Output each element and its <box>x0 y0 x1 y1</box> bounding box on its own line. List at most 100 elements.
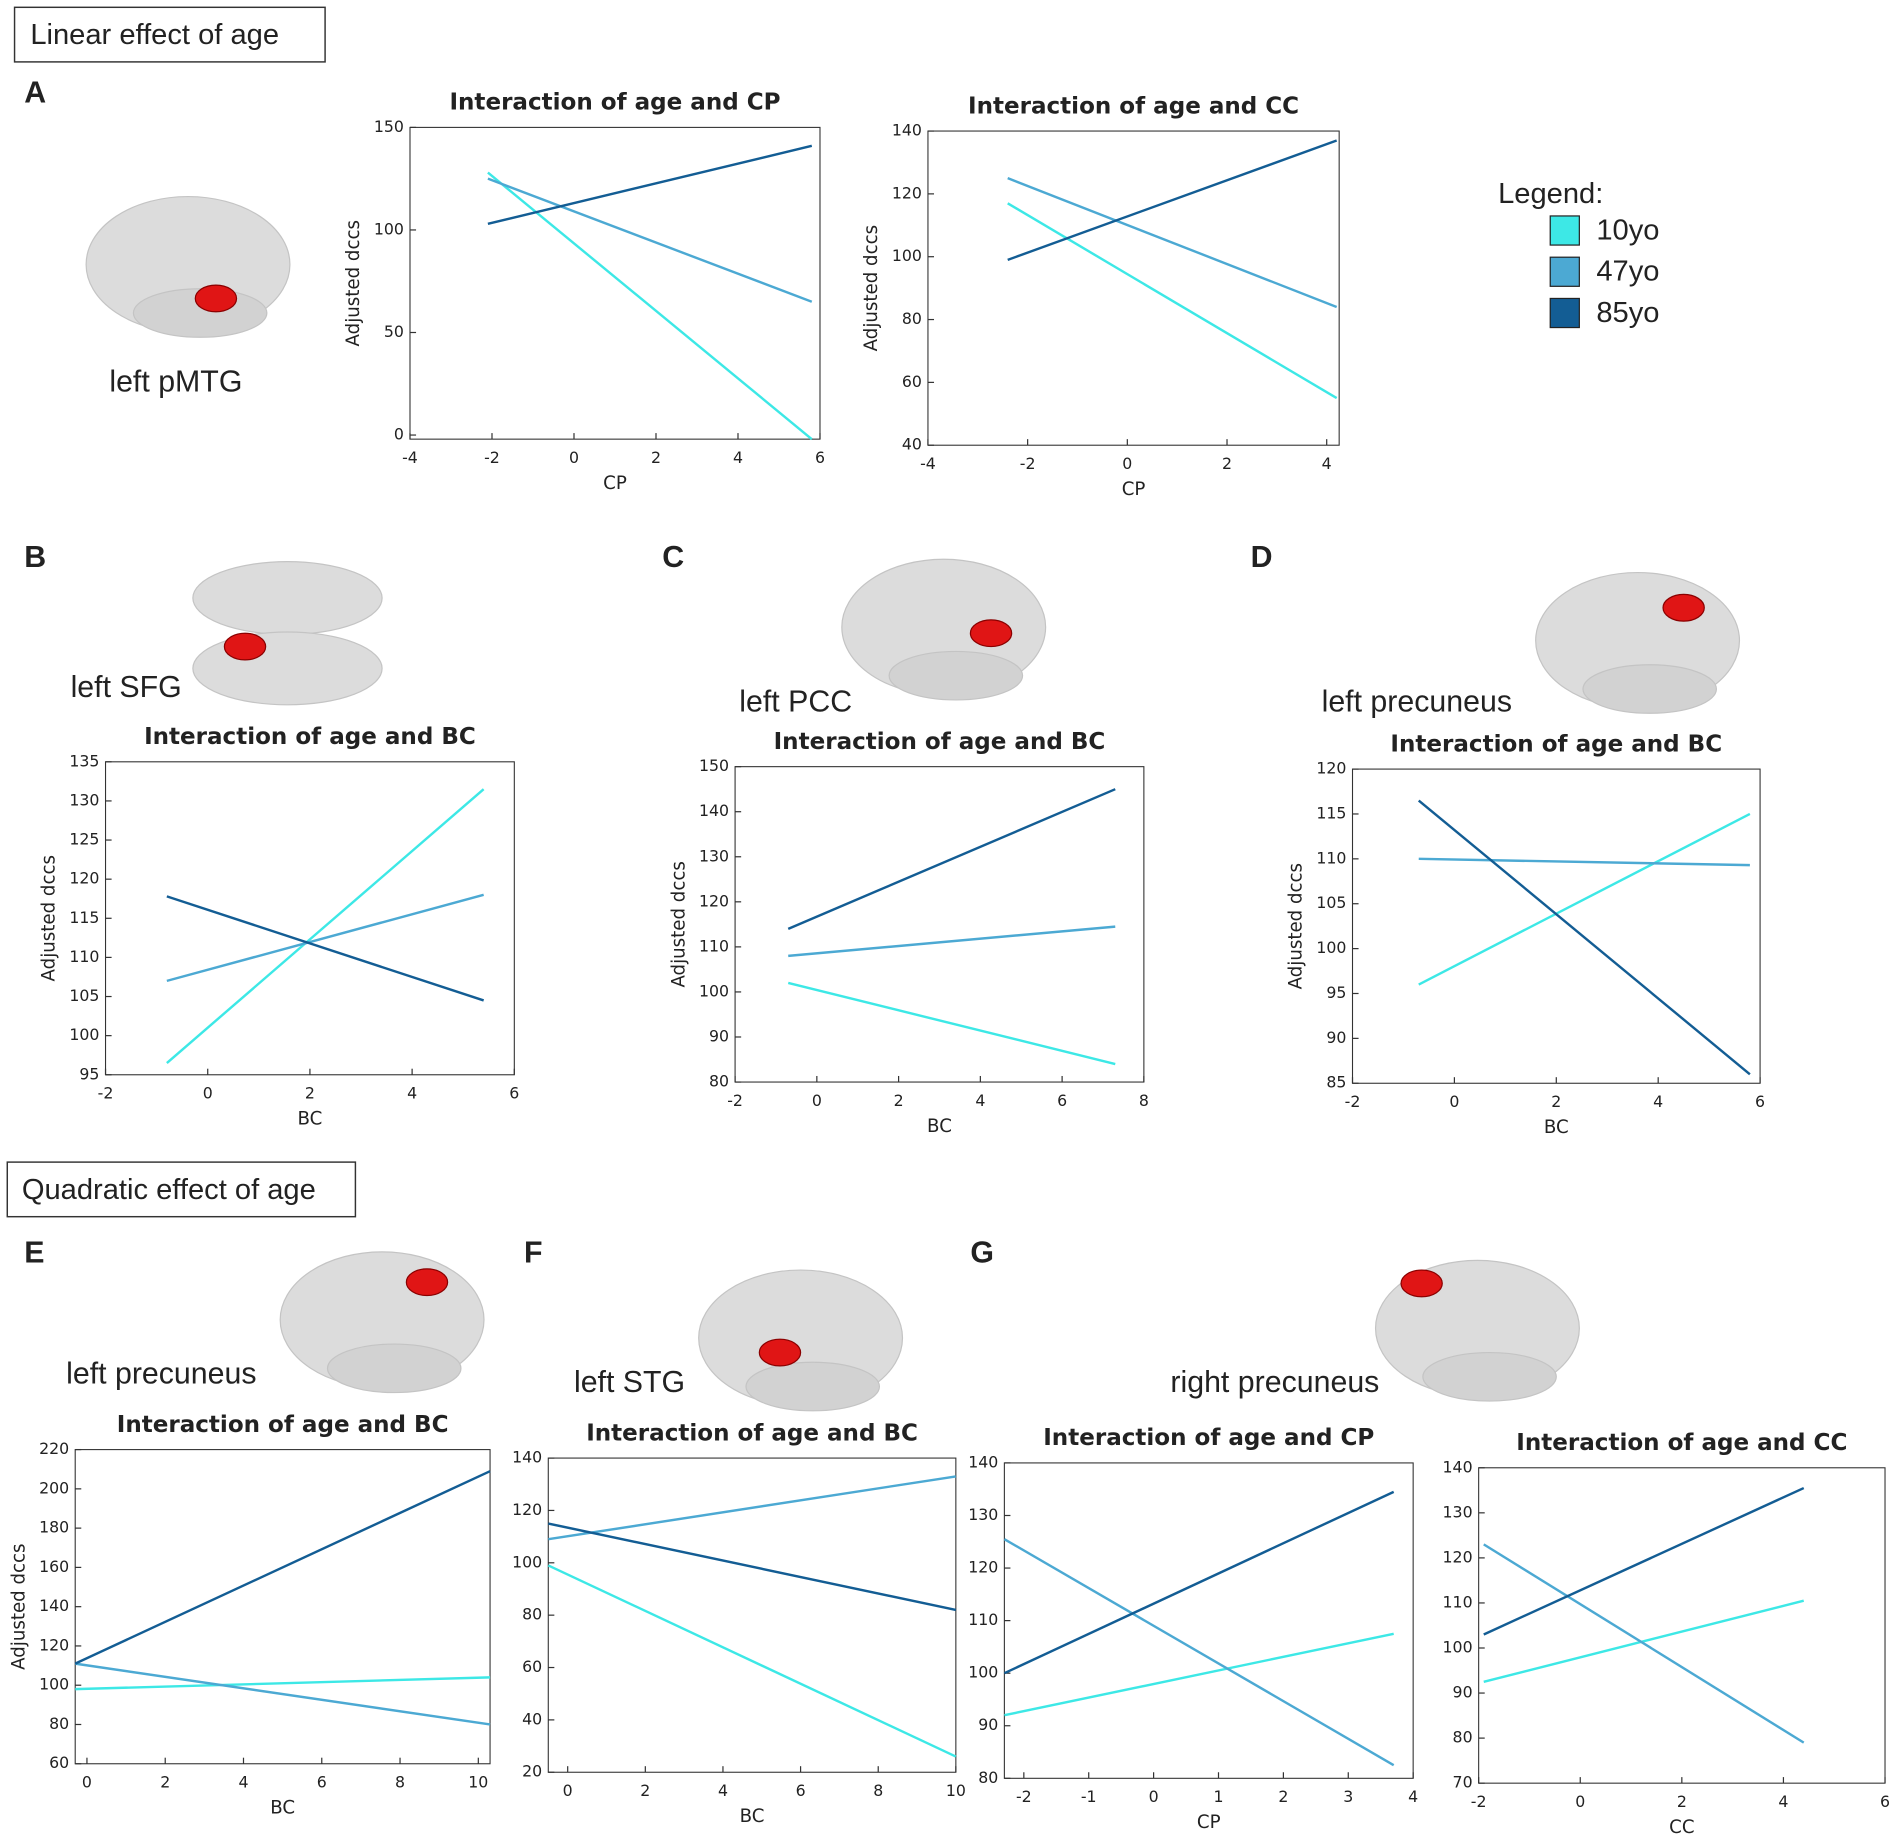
x-tick-label: 4 <box>407 1084 417 1103</box>
x-tick-label: 2 <box>1677 1792 1687 1811</box>
y-tick-label: 95 <box>79 1064 99 1083</box>
x-tick-label: 6 <box>796 1781 806 1800</box>
y-tick-label: 100 <box>69 1025 99 1044</box>
x-tick-label: 2 <box>1222 454 1232 473</box>
plot-frame <box>104 761 515 1076</box>
x-axis-label: BC <box>927 1116 952 1137</box>
series-line <box>74 1470 491 1665</box>
region-highlight <box>405 1268 449 1297</box>
brain-lobe <box>326 1343 462 1394</box>
plot-frame <box>547 1457 957 1773</box>
y-tick-label: 150 <box>699 756 729 775</box>
legend-label: 85yo <box>1596 297 1659 329</box>
series-line <box>547 1564 957 1758</box>
y-tick-label: 130 <box>968 1505 998 1524</box>
x-axis-label: BC <box>270 1798 295 1819</box>
y-tick-label: 110 <box>69 947 99 966</box>
y-tick-label: 115 <box>1316 803 1346 822</box>
series-line <box>548 1475 957 1541</box>
y-axis-label: Adjusted dccs <box>39 855 60 981</box>
y-tick-label: 105 <box>69 986 99 1005</box>
x-tick-label: 0 <box>1122 454 1132 473</box>
section-box <box>13 6 326 63</box>
panel-letter: F <box>524 1236 543 1269</box>
x-tick-label: 2 <box>894 1091 904 1110</box>
region-label: left PCC <box>739 686 852 719</box>
series-line <box>166 788 485 1064</box>
y-tick-label: 40 <box>522 1709 542 1728</box>
x-tick-label: 0 <box>1149 1787 1159 1806</box>
series-line <box>1417 799 1751 1076</box>
x-tick-label: 1 <box>1213 1787 1223 1806</box>
plot-frame <box>1351 768 1761 1084</box>
region-label: left precuneus <box>1322 686 1512 719</box>
chart-title: Interaction of age and BC <box>144 724 476 750</box>
brain-lobe <box>1422 1351 1557 1402</box>
legend-label: 10yo <box>1596 214 1659 246</box>
x-axis-label: CP <box>1122 479 1146 500</box>
series-line <box>1483 1543 1805 1744</box>
y-tick-label: 120 <box>968 1558 998 1577</box>
y-tick-label: 95 <box>1326 983 1346 1002</box>
y-tick-label: 80 <box>902 309 922 328</box>
x-tick-label: 6 <box>815 448 825 467</box>
y-tick-label: 100 <box>699 981 729 1000</box>
y-tick-label: 100 <box>512 1552 542 1571</box>
y-tick-label: 70 <box>1453 1773 1473 1792</box>
y-tick-label: 100 <box>1443 1637 1473 1656</box>
series-line <box>1418 812 1751 986</box>
x-tick-label: 6 <box>317 1773 327 1792</box>
y-axis-label: Adjusted dccs <box>1286 863 1307 989</box>
chart-title: Interaction of age and BC <box>586 1420 918 1446</box>
series-line <box>1007 177 1338 309</box>
x-tick-label: 0 <box>1449 1092 1459 1111</box>
x-tick-label: 10 <box>946 1781 966 1800</box>
region-highlight <box>223 632 267 661</box>
legend-swatch <box>1549 215 1580 246</box>
y-tick-label: 120 <box>892 183 922 202</box>
y-tick-label: 80 <box>1453 1728 1473 1747</box>
panel-letter: D <box>1251 541 1273 574</box>
y-tick-label: 130 <box>699 846 729 865</box>
y-axis-label: Adjusted dccs <box>343 220 364 346</box>
legend-label: 47yo <box>1596 256 1659 288</box>
series-line <box>75 1662 491 1726</box>
region-highlight <box>758 1338 802 1367</box>
x-tick-label: -2 <box>484 448 500 467</box>
y-tick-label: 140 <box>1443 1457 1473 1476</box>
plot-frame <box>74 1449 491 1765</box>
y-tick-label: 90 <box>709 1026 729 1045</box>
y-tick-label: 160 <box>39 1557 69 1576</box>
region-label: left SFG <box>71 671 182 704</box>
y-tick-label: 110 <box>1316 848 1346 867</box>
y-tick-label: 40 <box>902 435 922 454</box>
x-tick-label: 3 <box>1343 1787 1353 1806</box>
y-tick-label: 120 <box>1443 1547 1473 1566</box>
x-axis-label: BC <box>740 1806 765 1827</box>
panel-letter: B <box>24 541 46 574</box>
section-title: Linear effect of age <box>30 19 279 51</box>
series-line <box>487 171 813 441</box>
y-tick-label: 130 <box>1443 1502 1473 1521</box>
x-tick-label: -2 <box>1016 1787 1032 1806</box>
panel-letter: G <box>970 1236 994 1269</box>
y-tick-label: 150 <box>374 117 404 136</box>
chart-title: Interaction of age and CP <box>449 90 780 116</box>
x-tick-label: 0 <box>1575 1792 1585 1811</box>
y-tick-label: 60 <box>522 1657 542 1676</box>
series-line <box>787 788 1116 930</box>
x-tick-label: 4 <box>1408 1787 1418 1806</box>
series-line <box>548 1522 957 1612</box>
region-label: right precuneus <box>1170 1366 1379 1399</box>
y-tick-label: 130 <box>69 790 99 809</box>
plot-frame <box>1478 1467 1886 1784</box>
y-tick-label: 100 <box>374 219 404 238</box>
plot-frame <box>734 766 1145 1083</box>
y-tick-label: 120 <box>699 891 729 910</box>
y-tick-label: 120 <box>69 869 99 888</box>
legend-swatch <box>1549 256 1580 287</box>
y-tick-label: 140 <box>39 1596 69 1615</box>
y-tick-label: 140 <box>968 1452 998 1471</box>
x-tick-label: 6 <box>1880 1792 1890 1811</box>
